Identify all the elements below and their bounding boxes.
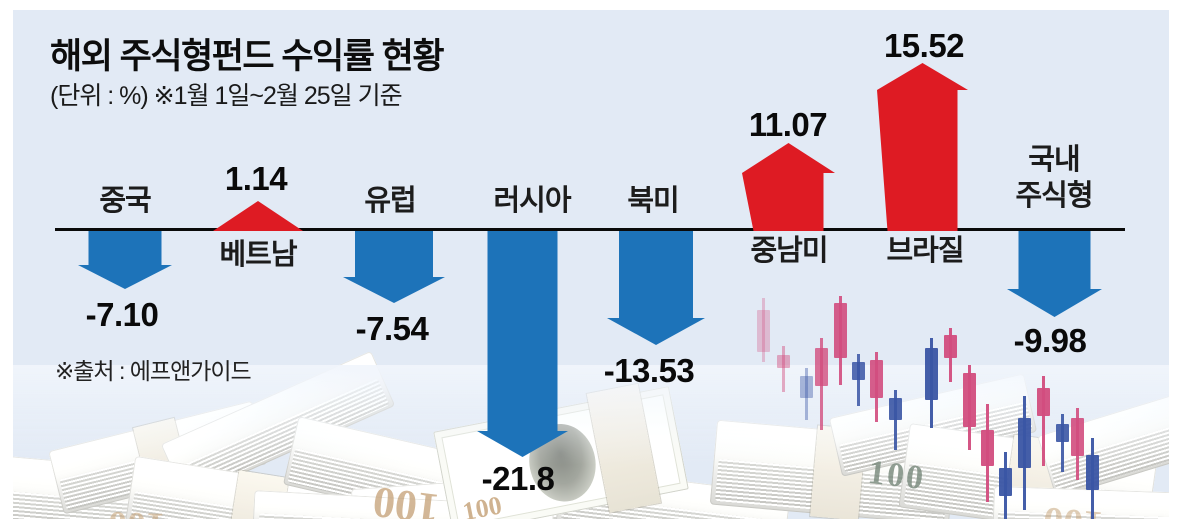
candlestick-wick [857, 354, 860, 406]
category-label: 베트남 [219, 239, 297, 271]
up-arrow-icon [742, 143, 835, 231]
candlestick-body [999, 468, 1012, 496]
candlestick-body [834, 303, 847, 358]
category-value: -21.8 [481, 460, 555, 497]
zero-baseline [55, 228, 1125, 231]
category-value: -7.54 [355, 310, 429, 347]
chart-canvas: 100 100 100 100 100 해외 주식형펀드 수익률 현황 (단위 … [13, 10, 1169, 519]
candlestick-body [815, 348, 828, 386]
money-fade-overlay [13, 365, 1169, 519]
category-label: 중남미 [750, 235, 828, 267]
candlestick-body [777, 355, 790, 368]
down-arrow-icon [607, 231, 705, 345]
category-label: 중국 [99, 185, 151, 217]
candlestick-wick [805, 368, 808, 420]
down-arrow-icon [1007, 231, 1102, 317]
candlestick-wick [894, 390, 897, 450]
candlestick-chart-decoration [13, 10, 1169, 519]
candlestick-body [1037, 388, 1050, 416]
candlestick-body [1086, 455, 1099, 490]
category-label: 브라질 [886, 235, 964, 267]
chart-subtitle: (단위 : %) ※1월 1일~2월 25일 기준 [50, 82, 403, 110]
candlestick-body [1018, 418, 1031, 468]
category-value: 11.07 [748, 106, 828, 143]
up-arrow-icon [877, 63, 968, 231]
chart-title: 해외 주식형펀드 수익률 현황 [50, 37, 445, 76]
down-arrow-icon [343, 231, 445, 303]
candlestick-body [944, 335, 957, 358]
category-value: 15.52 [883, 27, 965, 64]
candlestick-body [800, 376, 813, 398]
money-pile-decoration: 100 100 100 100 100 [13, 350, 1169, 519]
candlestick-wick [762, 298, 765, 362]
category-value: -7.10 [85, 296, 159, 333]
up-arrow-icon [213, 201, 303, 231]
category-label: 북미 [627, 185, 679, 217]
candlestick-body [889, 398, 902, 420]
candlestick-body [1056, 424, 1069, 442]
candlestick-body [925, 348, 938, 400]
candlestick-body [757, 310, 770, 352]
candlestick-body [870, 360, 883, 398]
down-arrow-icon [477, 231, 568, 457]
down-arrow-icon [78, 231, 172, 289]
category-value: 1.14 [224, 160, 288, 197]
candlestick-body [981, 430, 994, 466]
category-value: -9.98 [1013, 322, 1087, 359]
candlestick-wick [1042, 376, 1045, 466]
source-note: ※출처 : 에프앤가이드 [55, 358, 252, 384]
category-label: 유럽 [364, 185, 416, 217]
candlestick-wick [1061, 414, 1064, 472]
category-value: -13.53 [603, 352, 695, 389]
candlestick-wick [782, 346, 785, 392]
category-label: 러시아 [493, 185, 571, 217]
candlestick-body [963, 373, 976, 427]
category-label: 국내 주식형 [1015, 144, 1093, 213]
candlestick-body [1071, 418, 1084, 456]
candlestick-body [852, 362, 865, 380]
